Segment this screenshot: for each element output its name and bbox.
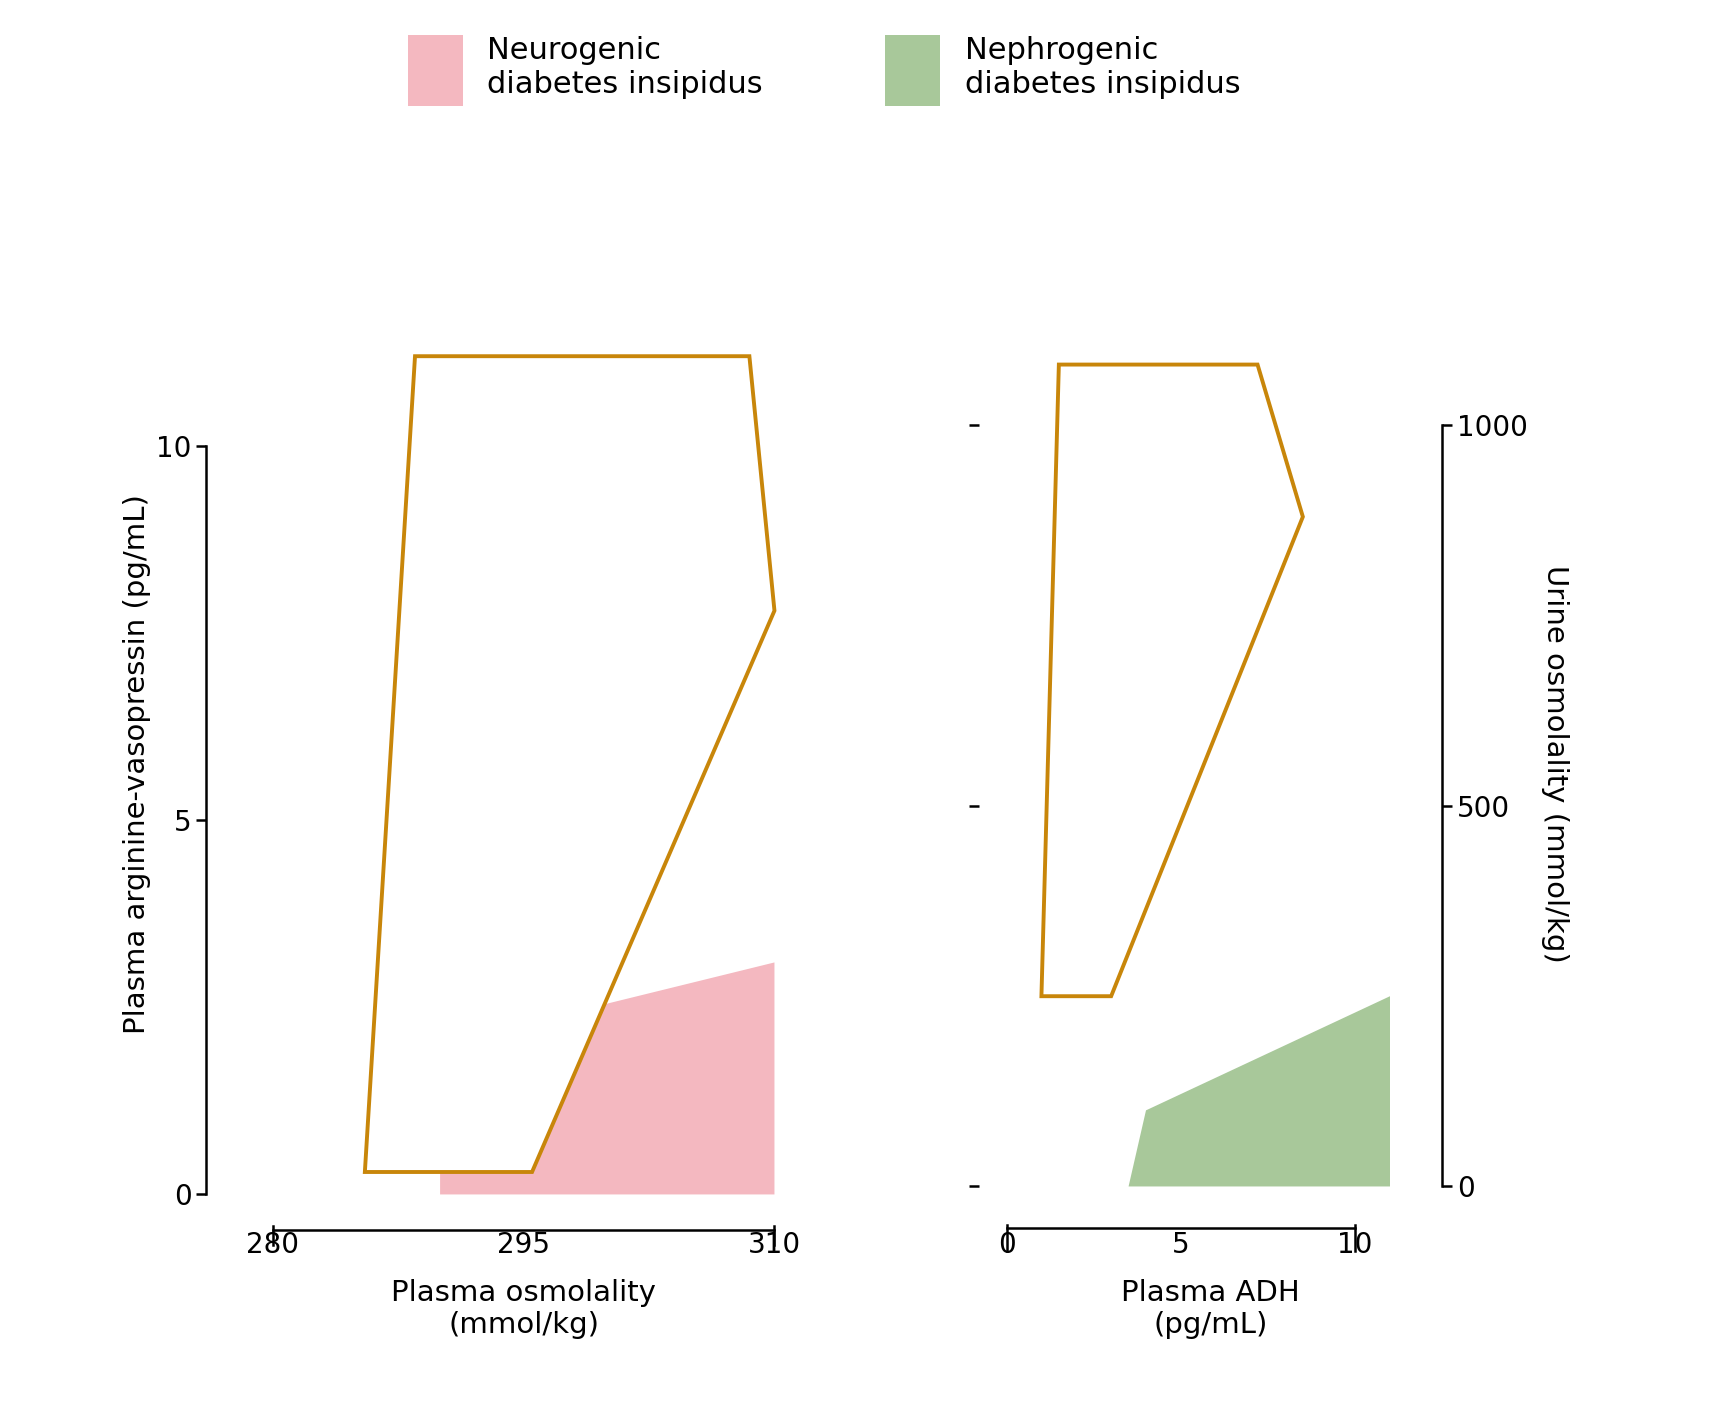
Polygon shape xyxy=(1128,996,1391,1186)
Legend: Neurogenic
diabetes insipidus, Nephrogenic
diabetes insipidus: Neurogenic diabetes insipidus, Nephrogen… xyxy=(395,23,1253,117)
Polygon shape xyxy=(366,357,774,1172)
Polygon shape xyxy=(1042,365,1303,996)
X-axis label: Plasma osmolality
(mmol/kg): Plasma osmolality (mmol/kg) xyxy=(391,1279,656,1340)
Polygon shape xyxy=(440,962,774,1194)
Y-axis label: Urine osmolality (mmol/kg): Urine osmolality (mmol/kg) xyxy=(1542,565,1569,964)
Y-axis label: Plasma arginine-vasopressin (pg/mL): Plasma arginine-vasopressin (pg/mL) xyxy=(122,494,151,1034)
X-axis label: Plasma ADH
(pg/mL): Plasma ADH (pg/mL) xyxy=(1121,1279,1300,1340)
